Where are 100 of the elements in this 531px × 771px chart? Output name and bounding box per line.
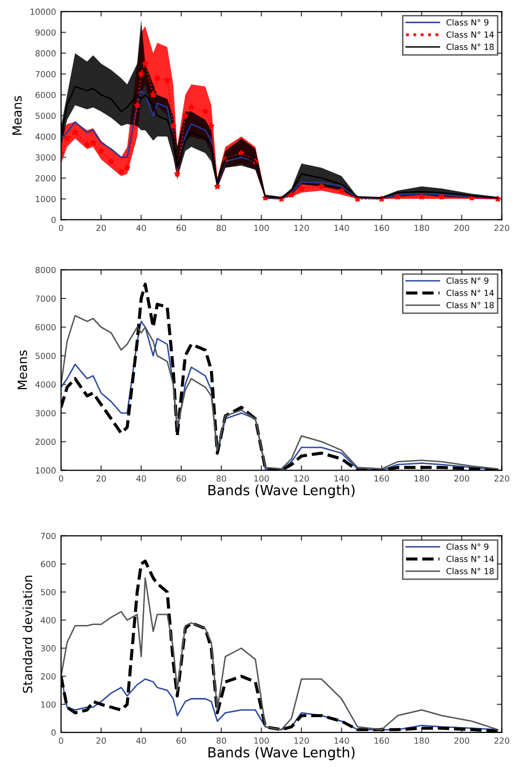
legend-label: Class N° 18 xyxy=(446,302,494,308)
x-tick-label: 40 xyxy=(136,475,146,482)
x-tick-label: 180 xyxy=(414,737,430,744)
x-tick-label: 140 xyxy=(334,224,349,232)
x-tick-label: 80 xyxy=(216,475,226,482)
y-tick-label: 7000 xyxy=(36,295,56,302)
point xyxy=(170,122,177,129)
point xyxy=(418,193,425,200)
x-tick-label: 20 xyxy=(96,475,106,482)
point xyxy=(118,168,124,175)
x-tick-label: 200 xyxy=(454,737,470,744)
legend-label: Class N° 9 xyxy=(446,277,488,284)
x-axis-title: Bands (Wave Length) xyxy=(208,746,355,760)
y-tick-label: 2000 xyxy=(36,438,56,445)
point xyxy=(98,148,104,154)
x-tick-label: 200 xyxy=(454,224,470,232)
y-tick-label: 8000 xyxy=(36,50,56,56)
point xyxy=(288,191,295,198)
y-tick-label: 3000 xyxy=(36,410,56,416)
x-tick-label: 180 xyxy=(414,224,430,232)
point xyxy=(72,128,78,136)
point xyxy=(154,74,161,82)
x-tick-label: 0 xyxy=(58,737,64,744)
x-tick-label: 40 xyxy=(136,737,146,744)
x-tick-label: 220 xyxy=(494,224,510,232)
point xyxy=(138,70,145,77)
legend-label: Class N° 9 xyxy=(446,543,488,550)
point xyxy=(438,193,446,200)
y-axis-title: Means xyxy=(12,96,22,135)
point xyxy=(208,122,215,129)
y-tick-label: 3000 xyxy=(36,154,56,161)
x-tick-label: 120 xyxy=(294,224,309,232)
y-tick-label: 9000 xyxy=(36,29,56,36)
y-tick-label: 7000 xyxy=(36,70,56,78)
y-tick-label: 300 xyxy=(40,645,56,652)
point xyxy=(134,102,141,108)
point xyxy=(298,185,305,192)
y-axis-title: Standard deviation xyxy=(22,576,32,693)
x-tick-label: 200 xyxy=(454,475,470,482)
y-tick-label: 0 xyxy=(51,216,56,224)
y-tick-label: 2000 xyxy=(36,175,56,182)
x-tick-label: 60 xyxy=(176,224,186,232)
x-tick-label: 220 xyxy=(494,737,510,744)
x-tick-label: 0 xyxy=(58,475,64,482)
y-tick-label: 400 xyxy=(40,617,56,624)
point xyxy=(124,164,131,171)
y-tick-label: 5000 xyxy=(36,352,56,360)
point xyxy=(108,158,114,164)
x-tick-label: 120 xyxy=(294,475,309,482)
y-tick-label: 4000 xyxy=(35,133,56,140)
point xyxy=(182,112,189,119)
y-axis-title: Means xyxy=(18,350,28,390)
x-tick-label: 140 xyxy=(334,475,349,482)
legend-label: Class N° 18 xyxy=(446,44,494,50)
x-tick-label: 180 xyxy=(414,475,430,482)
y-tick-label: 4000 xyxy=(35,381,56,388)
x-tick-label: 20 xyxy=(96,737,106,744)
x-tick-label: 80 xyxy=(216,737,226,744)
x-tick-label: 160 xyxy=(374,475,389,482)
x-tick-label: 100 xyxy=(254,737,269,744)
point xyxy=(174,170,181,177)
y-tick-label: 700 xyxy=(40,532,56,540)
y-tick-label: 500 xyxy=(40,589,56,596)
legend-label: Class N° 14 xyxy=(446,290,494,296)
point xyxy=(142,60,149,67)
legend-label: Class N° 14 xyxy=(446,556,494,562)
x-tick-label: 60 xyxy=(176,475,186,482)
point xyxy=(64,135,70,142)
x-tick-label: 120 xyxy=(294,737,309,744)
y-tick-label: 100 xyxy=(41,701,56,708)
point xyxy=(150,91,157,98)
x-tick-label: 140 xyxy=(334,737,349,744)
x-tick-label: 40 xyxy=(136,224,146,232)
y-tick-label: 200 xyxy=(40,673,56,680)
x-tick-label: 100 xyxy=(254,475,269,482)
x-tick-label: 220 xyxy=(494,475,510,482)
y-tick-label: 1000 xyxy=(36,196,56,202)
point xyxy=(84,141,90,148)
y-tick-label: 10000 xyxy=(30,8,56,15)
point xyxy=(202,108,209,114)
point xyxy=(394,193,401,200)
y-tick-label: 6000 xyxy=(36,92,56,98)
y-tick-label: 600 xyxy=(40,560,56,568)
legend-label: Class N° 9 xyxy=(446,19,488,26)
y-tick-label: 6000 xyxy=(36,324,56,330)
point xyxy=(338,187,345,194)
x-tick-label: 20 xyxy=(96,224,106,232)
x-axis-title: Bands (Wave Length) xyxy=(208,484,355,498)
y-tick-label: 8000 xyxy=(36,266,56,274)
legend-label: Class N° 14 xyxy=(446,31,494,38)
legend-label: Class N° 18 xyxy=(446,568,494,574)
y-tick-label: 1000 xyxy=(36,467,56,474)
y-tick-label: 0 xyxy=(51,729,56,736)
x-tick-label: 100 xyxy=(254,224,269,232)
y-tick-label: 5000 xyxy=(36,112,56,119)
x-tick-label: 160 xyxy=(374,737,389,744)
point xyxy=(188,104,195,110)
x-tick-label: 60 xyxy=(176,737,186,744)
x-tick-label: 160 xyxy=(374,224,389,232)
point xyxy=(318,182,325,190)
